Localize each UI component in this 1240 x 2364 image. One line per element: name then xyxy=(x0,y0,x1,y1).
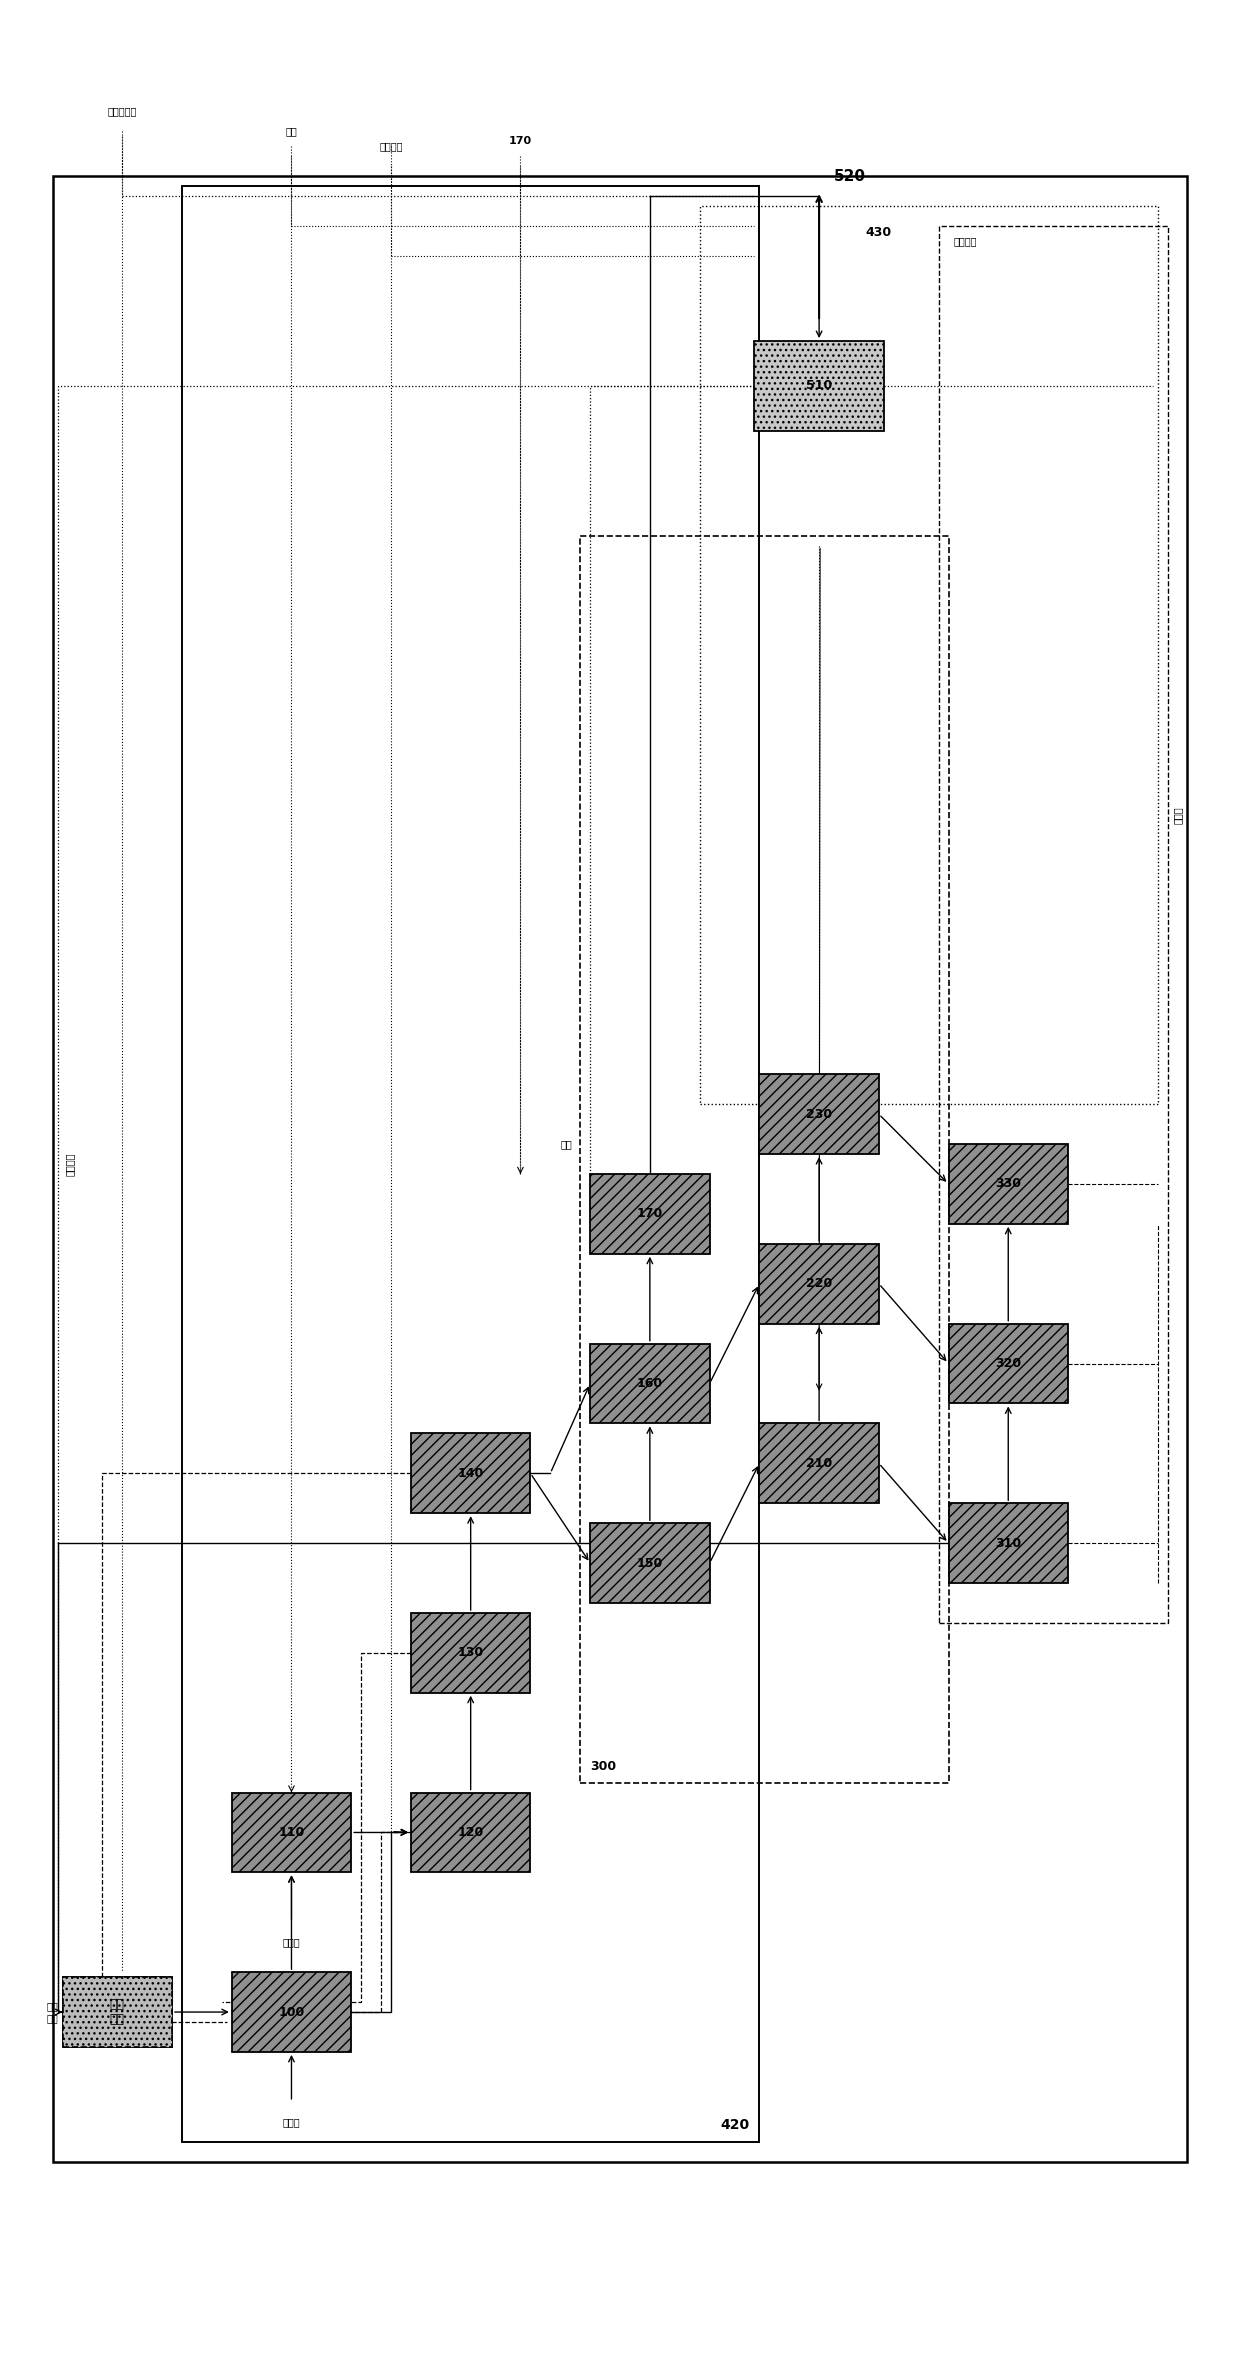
Bar xyxy=(590,1522,709,1603)
Text: 170: 170 xyxy=(508,137,532,147)
Text: 120: 120 xyxy=(458,1825,484,1839)
Bar xyxy=(949,1324,1068,1404)
Bar xyxy=(580,537,949,1782)
Text: 300: 300 xyxy=(590,1759,616,1773)
Bar xyxy=(410,1612,531,1693)
Text: 230: 230 xyxy=(806,1109,832,1121)
Text: 150: 150 xyxy=(637,1556,663,1570)
Text: 310: 310 xyxy=(996,1537,1022,1551)
Bar xyxy=(590,1175,709,1253)
Text: 100: 100 xyxy=(278,2005,305,2019)
Bar xyxy=(62,1976,172,2047)
Text: 140: 140 xyxy=(458,1466,484,1480)
Bar xyxy=(62,1976,172,2047)
Bar xyxy=(939,227,1168,1624)
Text: 130: 130 xyxy=(458,1645,484,1660)
Text: 氧化化合: 氧化化合 xyxy=(379,142,403,151)
Text: 510: 510 xyxy=(806,378,832,392)
Bar xyxy=(759,1073,879,1154)
Bar xyxy=(949,1504,1068,1584)
Text: 110: 110 xyxy=(278,1825,305,1839)
Bar xyxy=(410,1792,531,1872)
Text: 气态: 气态 xyxy=(560,1139,572,1149)
Text: 原料料: 原料料 xyxy=(283,2116,300,2128)
Bar xyxy=(232,1792,351,1872)
Bar xyxy=(949,1144,1068,1225)
Bar xyxy=(699,206,1158,1104)
Bar xyxy=(590,1343,709,1423)
Text: 矿物
原料: 矿物 原料 xyxy=(47,2002,58,2024)
Text: 补充水: 补充水 xyxy=(1173,806,1183,823)
Text: 320: 320 xyxy=(996,1357,1022,1371)
Text: 萤石料: 萤石料 xyxy=(283,1936,300,1948)
Text: 蒸馏塔蒸发: 蒸馏塔蒸发 xyxy=(108,106,136,116)
Text: 160: 160 xyxy=(637,1376,663,1390)
Bar xyxy=(52,177,1188,2161)
Text: 420: 420 xyxy=(720,2118,749,2132)
Bar xyxy=(232,1972,351,2052)
Bar xyxy=(182,187,759,2142)
Text: 430: 430 xyxy=(866,227,892,239)
Bar xyxy=(759,1423,879,1504)
Text: 330: 330 xyxy=(996,1177,1022,1191)
Text: 220: 220 xyxy=(806,1277,832,1291)
Text: 210: 210 xyxy=(806,1456,832,1470)
Text: 矿物
原料: 矿物 原料 xyxy=(110,1998,125,2026)
Text: 520: 520 xyxy=(835,170,866,184)
Text: 硫酸: 硫酸 xyxy=(285,125,298,137)
Bar xyxy=(759,1243,879,1324)
Text: 170: 170 xyxy=(637,1208,663,1220)
Bar xyxy=(410,1433,531,1513)
Bar xyxy=(754,340,884,430)
Text: 光学薄膜: 光学薄膜 xyxy=(954,236,977,246)
Text: 固态滤液: 固态滤液 xyxy=(64,1151,74,1175)
